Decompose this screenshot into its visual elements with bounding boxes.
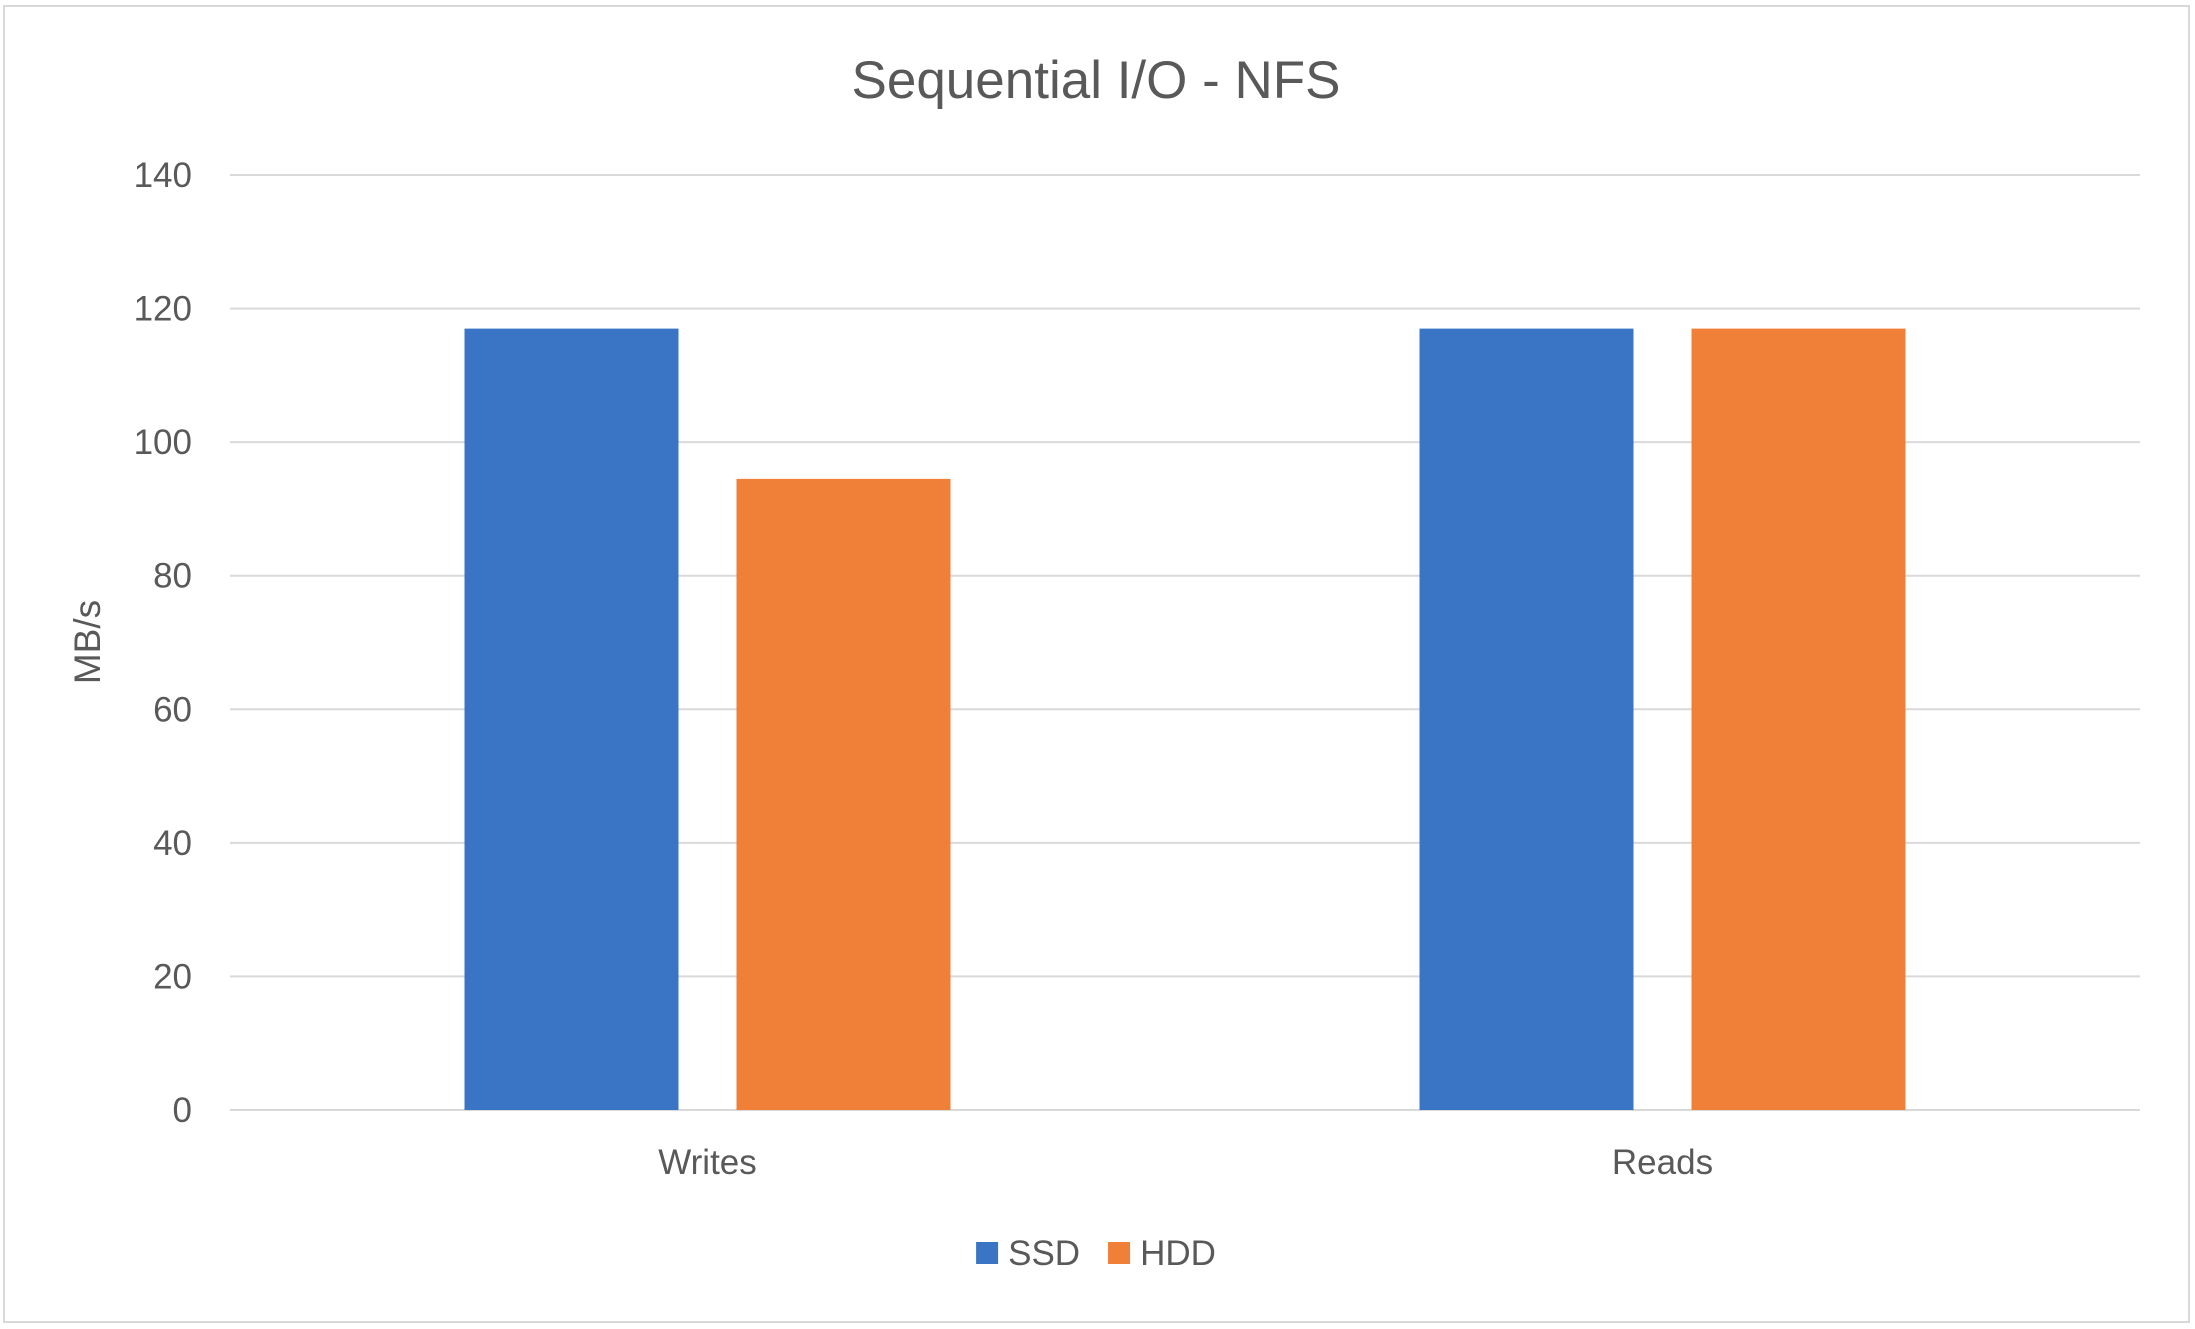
legend-label-hdd: HDD xyxy=(1140,1234,1216,1273)
x-tick-label: Reads xyxy=(1612,1143,1713,1182)
x-tick-label: Writes xyxy=(658,1143,757,1182)
chart-title: Sequential I/O - NFS xyxy=(852,51,1341,110)
legend-label-ssd: SSD xyxy=(1008,1234,1080,1273)
y-tick-label: 120 xyxy=(134,290,192,329)
y-tick-label: 140 xyxy=(134,156,192,195)
y-tick-label: 0 xyxy=(173,1091,192,1130)
y-tick-label: 60 xyxy=(153,690,192,729)
bars xyxy=(464,328,1906,1110)
legend: SSD HDD xyxy=(976,1234,1216,1273)
legend-swatch-ssd xyxy=(976,1242,999,1264)
y-tick-label: 100 xyxy=(134,423,192,462)
y-tick-label: 40 xyxy=(153,824,192,863)
bar-ssd-writes xyxy=(464,328,679,1110)
y-tick-label: 20 xyxy=(153,957,192,996)
y-axis-label: MB/s xyxy=(67,600,108,684)
legend-swatch-hdd xyxy=(1108,1242,1131,1264)
bar-hdd-reads xyxy=(1691,328,1906,1110)
bar-ssd-reads xyxy=(1419,328,1634,1110)
bar-hdd-writes xyxy=(736,478,951,1110)
x-axis-labels: Writes Reads xyxy=(658,1143,1713,1182)
y-axis-ticks: 0 20 40 60 80 100 120 140 xyxy=(134,156,192,1130)
y-tick-label: 80 xyxy=(153,557,192,596)
